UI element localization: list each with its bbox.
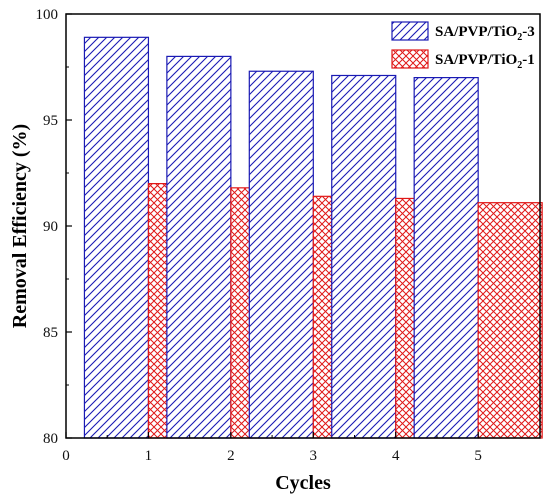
y-tick-label: 85 <box>43 325 58 341</box>
y-axis-title: Removal Efficiency (%) <box>9 124 31 328</box>
x-tick-label: 3 <box>310 448 318 464</box>
x-tick-label: 5 <box>474 448 482 464</box>
bar-series1-cycle-3 <box>248 70 314 439</box>
legend-swatch-series1 <box>391 21 429 41</box>
x-tick-label: 0 <box>62 448 70 464</box>
bar-series1-cycle-4 <box>331 74 397 439</box>
bar-series1-cycle-2 <box>166 55 232 439</box>
legend-label-series2: SA/PVP/TiO2-1 <box>435 52 535 71</box>
legend-swatch-series2 <box>391 49 429 69</box>
y-tick-label: 100 <box>36 7 59 23</box>
bar-series2-cycle-5 <box>477 202 543 439</box>
y-tick-label: 80 <box>43 431 58 447</box>
x-tick-label: 4 <box>392 448 400 464</box>
plot-area-frame <box>65 13 541 439</box>
x-axis-title: Cycles <box>275 472 331 494</box>
legend: SA/PVP/TiO2-3 SA/PVP/TiO2-1 <box>391 21 535 71</box>
bar-series1-cycle-1 <box>83 36 150 439</box>
y-tick-label: 95 <box>43 113 58 129</box>
x-tick-label: 1 <box>145 448 153 464</box>
bar-series1-cycle-5 <box>413 76 479 439</box>
x-tick-label: 2 <box>227 448 235 464</box>
y-tick-label: 90 <box>43 219 58 235</box>
legend-label-series1: SA/PVP/TiO2-3 <box>435 24 535 43</box>
